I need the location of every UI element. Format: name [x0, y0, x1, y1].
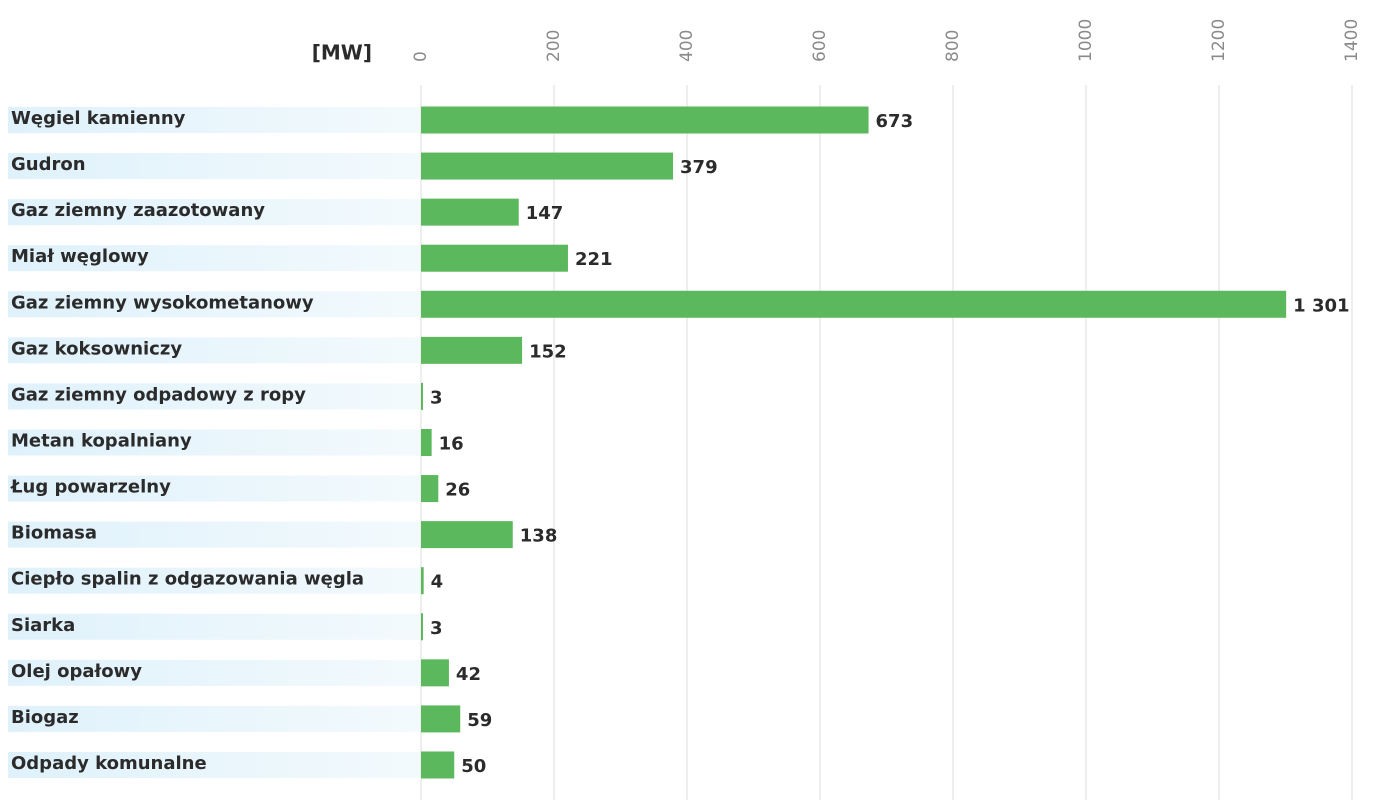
bar — [421, 613, 423, 641]
category-label: Gaz ziemny zaazotowany — [11, 200, 265, 221]
label-band — [8, 337, 420, 364]
value-label: 50 — [461, 756, 486, 777]
bar — [421, 567, 424, 595]
bar — [421, 751, 455, 779]
bar — [421, 475, 439, 503]
bar — [421, 198, 519, 226]
value-label: 42 — [456, 664, 481, 685]
bar — [421, 659, 449, 687]
label-band — [8, 705, 420, 732]
value-label: 221 — [575, 249, 613, 270]
category-label: Olej opałowy — [11, 661, 142, 682]
value-label: 152 — [529, 341, 567, 362]
bar — [421, 152, 674, 180]
value-label: 4 — [431, 572, 444, 593]
value-label: 147 — [526, 203, 564, 224]
bar — [421, 336, 523, 364]
x-tick-label: 1400 — [1342, 19, 1362, 62]
value-label: 3 — [430, 387, 443, 408]
category-label: Ciepło spalin z odgazowania węgla — [11, 569, 364, 590]
category-label: Gaz ziemny wysokometanowy — [11, 292, 314, 313]
category-label: Gaz ziemny odpadowy z ropy — [11, 384, 306, 405]
value-label: 1 301 — [1293, 295, 1349, 316]
label-band — [8, 291, 420, 318]
label-band — [8, 107, 420, 133]
x-tick-label: 0 — [411, 51, 431, 62]
x-tick-label: 800 — [943, 30, 963, 62]
x-tick-label: 200 — [544, 30, 564, 62]
category-label: Gudron — [11, 154, 86, 175]
label-band — [8, 383, 420, 410]
value-label: 138 — [520, 526, 558, 547]
bar — [421, 382, 423, 410]
x-tick-label: 400 — [677, 30, 697, 62]
bar — [421, 244, 568, 272]
bar — [421, 106, 869, 134]
label-band — [8, 659, 420, 686]
category-label: Biogaz — [11, 707, 79, 728]
label-band — [8, 751, 420, 778]
label-band — [8, 199, 420, 226]
category-label: Gaz koksowniczy — [11, 338, 182, 359]
value-label: 379 — [680, 157, 718, 178]
unit-label: [MW] — [312, 41, 372, 65]
label-band — [8, 245, 420, 272]
label-band — [8, 613, 420, 640]
value-label: 3 — [430, 618, 443, 639]
value-label: 59 — [467, 710, 492, 731]
category-label: Miał węglowy — [11, 246, 149, 267]
category-label: Ług powarzelny — [10, 477, 171, 498]
label-band — [8, 429, 420, 456]
value-label: 673 — [876, 111, 914, 132]
bar — [421, 521, 513, 549]
category-label: Biomasa — [11, 523, 97, 544]
bar — [421, 428, 432, 456]
bar — [421, 290, 1287, 318]
value-label: 26 — [445, 480, 470, 501]
x-tick-label: 600 — [810, 30, 830, 62]
category-label: Metan kopalniany — [11, 430, 192, 451]
label-band — [8, 153, 420, 180]
x-tick-label: 1000 — [1076, 19, 1096, 62]
category-label: Odpady komunalne — [11, 753, 207, 774]
category-label: Siarka — [11, 615, 75, 636]
label-band — [8, 475, 420, 502]
category-label: Węgiel kamienny — [11, 108, 186, 129]
x-tick-label: 1200 — [1209, 19, 1229, 62]
label-band — [8, 521, 420, 548]
label-band — [8, 567, 420, 594]
value-label: 16 — [439, 433, 464, 454]
bar — [421, 705, 461, 733]
